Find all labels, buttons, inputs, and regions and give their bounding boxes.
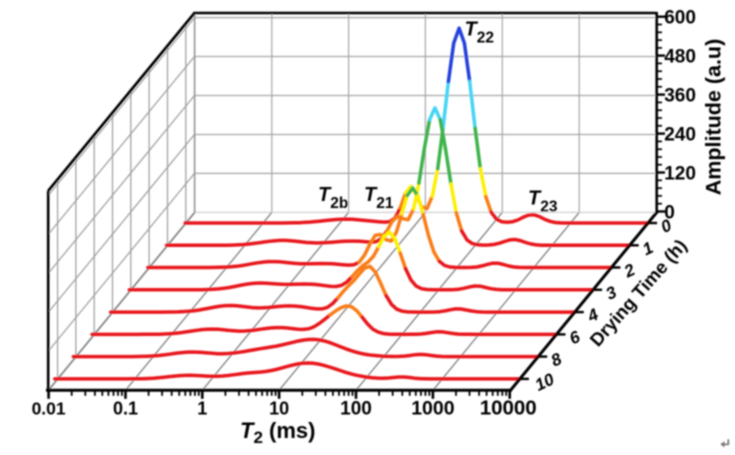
svg-text:Amplitude (a.u): Amplitude (a.u) <box>702 39 726 195</box>
svg-text:120: 120 <box>664 164 696 185</box>
svg-text:240: 240 <box>664 125 696 146</box>
svg-text:600: 600 <box>664 8 696 29</box>
svg-text:0: 0 <box>664 203 675 224</box>
svg-text:T2 (ms): T2 (ms) <box>240 418 315 447</box>
svg-text:100: 100 <box>340 399 372 420</box>
svg-text:360: 360 <box>664 86 696 107</box>
svg-text:10: 10 <box>269 399 289 419</box>
svg-text:480: 480 <box>664 47 696 68</box>
svg-text:0.1: 0.1 <box>113 399 138 419</box>
svg-text:1: 1 <box>197 399 207 419</box>
svg-text:0.01: 0.01 <box>32 399 66 419</box>
svg-text:10000: 10000 <box>480 397 537 420</box>
svg-text:1000: 1000 <box>411 398 455 420</box>
